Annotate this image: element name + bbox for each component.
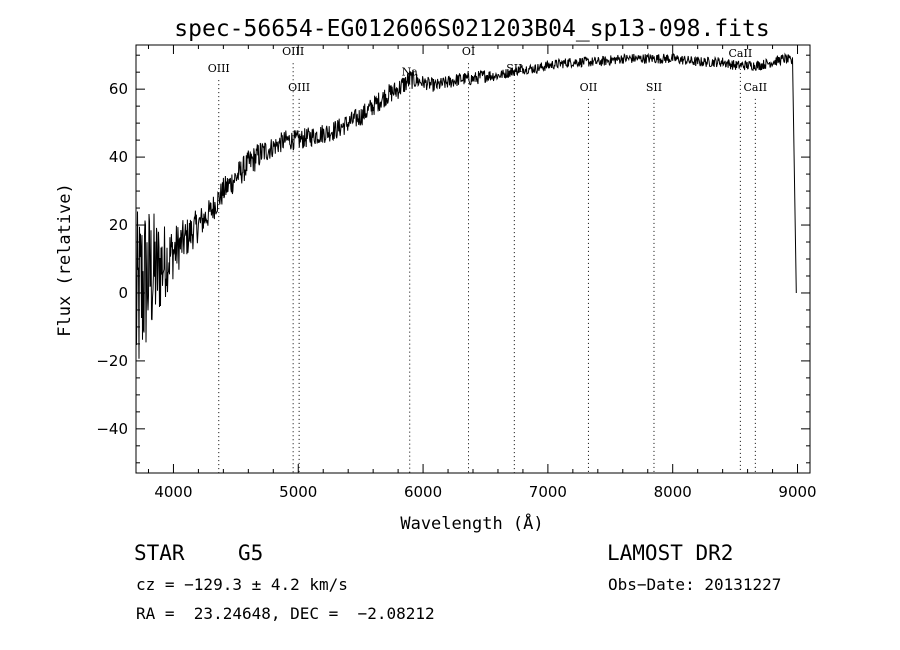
x-tick-label: 4000	[154, 483, 192, 501]
observation-date: Obs−Date: 20131227	[608, 575, 782, 594]
x-tick-label: 6000	[404, 483, 442, 501]
object-class: STAR	[134, 541, 185, 565]
x-tick-label: 9000	[778, 483, 816, 501]
emission-line-label: OIII	[288, 81, 310, 94]
emission-line-label: CaII	[729, 47, 753, 60]
survey-name: LAMOST DR2	[607, 541, 734, 565]
y-tick-label: 0	[118, 284, 128, 302]
emission-line-label: OI	[462, 45, 475, 58]
object-subclass: G5	[238, 541, 264, 565]
chart-title: spec-56654-EG012606S021203B04_sp13-098.f…	[174, 16, 769, 42]
redshift-velocity: cz = −129.3 ± 4.2 km/s	[136, 575, 348, 594]
spectrum-line	[135, 52, 797, 359]
x-tick-label: 8000	[654, 483, 692, 501]
axis-ticks	[136, 45, 810, 473]
plot-frame	[135, 44, 811, 474]
y-axis-label: Flux (relative)	[55, 183, 75, 337]
y-tick-label: 40	[109, 148, 128, 166]
y-tick-label: −40	[96, 420, 128, 438]
emission-line-label: SII	[646, 81, 662, 94]
axis-tick-labels: 4000 5000 6000 7000 8000 9000 −40 −20 0 20 40 60	[96, 80, 816, 501]
emission-line-label: CaII	[743, 81, 767, 94]
y-tick-label: −20	[96, 352, 128, 370]
emission-line-label: OII	[580, 81, 598, 94]
x-tick-label: 7000	[529, 483, 567, 501]
y-tick-label: 20	[109, 216, 128, 234]
x-tick-label: 5000	[279, 483, 317, 501]
coordinates: RA = 23.24648, DEC = −2.08212	[136, 604, 435, 623]
emission-line-label: OIII	[208, 62, 230, 75]
emission-line-label: OIII	[282, 45, 304, 58]
y-tick-label: 60	[109, 80, 128, 98]
x-axis-label: Wavelength (Å)	[400, 512, 543, 534]
